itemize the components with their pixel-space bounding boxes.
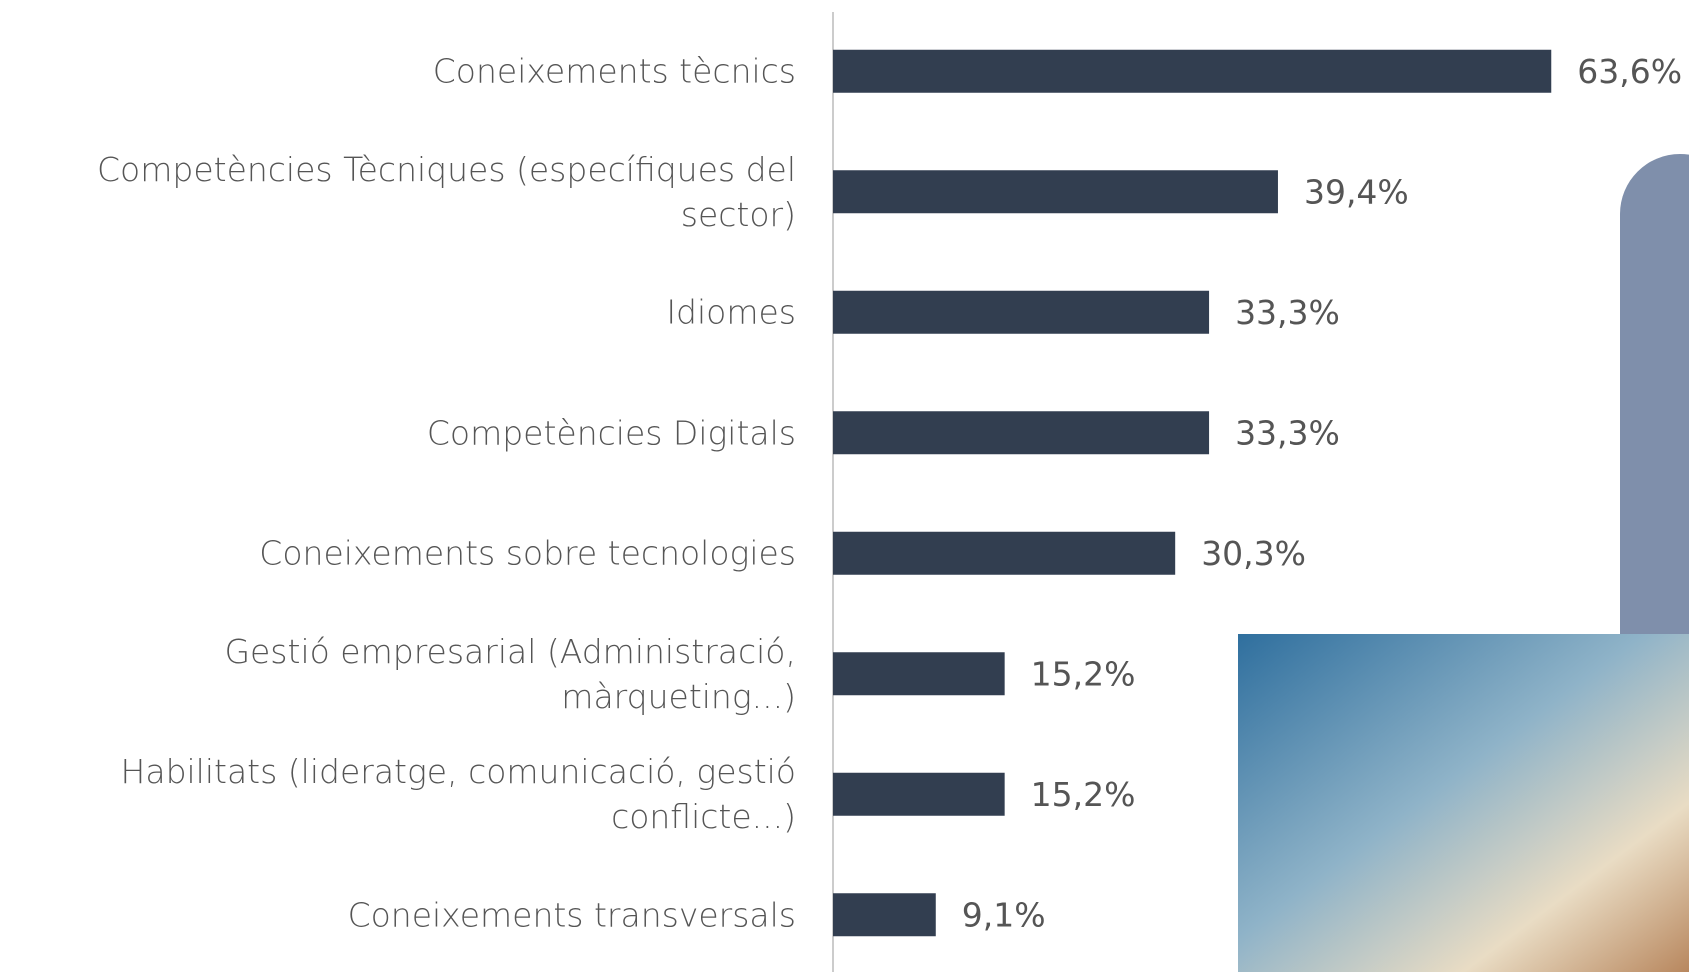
value-label: 15,2% — [1031, 654, 1136, 693]
bar — [833, 49, 1552, 93]
bar — [833, 411, 1210, 455]
value-label: 33,3% — [1235, 413, 1340, 452]
bar — [833, 652, 1005, 696]
value-label: 63,6% — [1577, 52, 1682, 91]
bar — [833, 170, 1278, 214]
value-label: 9,1% — [962, 895, 1046, 934]
category-label: Coneixements transversals — [347, 895, 796, 935]
category-label: Idiomes — [666, 292, 796, 332]
photo — [1238, 634, 1689, 972]
value-label: 30,3% — [1201, 534, 1306, 573]
value-label: 39,4% — [1304, 172, 1409, 211]
bar — [833, 531, 1176, 575]
category-label: Competències Tècniques (específiques del… — [97, 149, 796, 234]
category-label: Coneixements tècnics — [432, 51, 796, 91]
side-panel — [1620, 154, 1689, 734]
bar — [833, 772, 1005, 816]
category-label: Habilitats (lideratge, comunicació, gest… — [120, 752, 796, 837]
value-label: 33,3% — [1235, 293, 1340, 332]
category-label: Gestió empresarial (Administració, màrqu… — [224, 631, 796, 716]
bar — [833, 893, 936, 937]
bar — [833, 290, 1210, 334]
value-label: 15,2% — [1031, 775, 1136, 814]
category-label: Competències Digitals — [426, 413, 796, 453]
category-label: Coneixements sobre tecnologies — [259, 533, 796, 573]
